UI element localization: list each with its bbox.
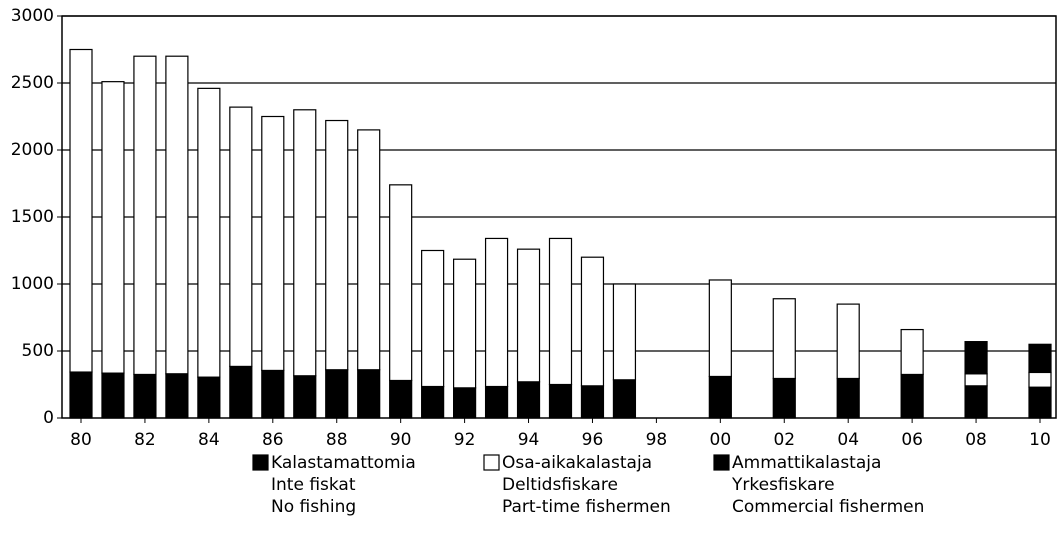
bar-segment [293, 109, 317, 377]
y-tick-label: 2500 [11, 73, 54, 93]
bar-segment [708, 375, 732, 419]
bar-segment [197, 376, 221, 419]
bar-segment [101, 81, 125, 374]
bar-segment [516, 381, 541, 419]
legend-swatch [483, 454, 500, 471]
bar-segment [772, 377, 796, 419]
bar-segment [964, 385, 988, 419]
bar-segment [421, 249, 445, 388]
y-tick-label: 2000 [11, 140, 54, 160]
legend-label: Commercial fishermen [732, 497, 924, 517]
bar-segment [900, 373, 924, 419]
bar-segment [1028, 371, 1052, 388]
bar-segment [389, 184, 413, 382]
x-tick-label: 84 [198, 430, 220, 450]
bar-segment [389, 379, 413, 419]
bar-segment [197, 87, 221, 378]
bar-segment [165, 55, 189, 375]
bar-segment [900, 328, 924, 376]
bar-segment [1028, 343, 1052, 374]
legend-label: Part-time fishermen [502, 497, 671, 517]
bar-segment [453, 387, 477, 419]
bar-segment [357, 129, 381, 371]
bar-segment [612, 379, 637, 419]
bar-segment [772, 298, 796, 380]
legend-swatch [252, 454, 269, 471]
x-tick-label: 94 [518, 430, 540, 450]
bar-segment [69, 48, 93, 373]
x-tick-label: 00 [710, 430, 732, 450]
bar-segment [293, 375, 317, 419]
legend-label: Osa-aikakalastaja [502, 453, 652, 473]
bar-segment [133, 55, 157, 376]
bar-segment [357, 369, 381, 419]
legend-label: Yrkesfiskare [731, 475, 835, 495]
bar-segment [708, 279, 732, 378]
bar-segment [261, 115, 285, 372]
bar-segment [580, 385, 605, 419]
bar-segment [548, 383, 573, 419]
bar-segment [229, 106, 253, 368]
x-tick-label: 04 [837, 430, 859, 450]
x-tick-label: 92 [454, 430, 476, 450]
bar-segment [101, 372, 125, 419]
bar-segment [484, 237, 509, 388]
y-tick-label: 0 [43, 408, 54, 428]
bar-segment [580, 256, 605, 387]
bar-segment [612, 283, 637, 381]
y-tick-label: 1500 [11, 207, 54, 227]
bar-segment [133, 373, 157, 419]
legend-label: No fishing [271, 497, 356, 517]
x-tick-label: 96 [582, 430, 604, 450]
y-tick-label: 500 [22, 341, 54, 361]
y-tick-label: 3000 [11, 6, 54, 26]
bar-segment [1028, 386, 1052, 419]
bar-segment [325, 369, 349, 419]
legend-label: Ammattikalastaja [732, 453, 881, 473]
bar-segment [165, 373, 189, 419]
x-tick-label: 02 [773, 430, 795, 450]
bar-segment [836, 303, 860, 380]
x-tick-label: 10 [1029, 430, 1051, 450]
bar-segment [964, 341, 988, 375]
legend-label: Kalastamattomia [271, 453, 416, 473]
legend-swatch [713, 454, 730, 471]
x-tick-label: 82 [134, 430, 156, 450]
bar-segment [421, 385, 445, 419]
bar-segment [261, 369, 285, 419]
x-tick-label: 06 [901, 430, 923, 450]
bar-segment [229, 365, 253, 419]
x-tick-label: 08 [965, 430, 987, 450]
x-tick-label: 86 [262, 430, 284, 450]
bar-segment [964, 373, 988, 387]
x-tick-label: 88 [326, 430, 348, 450]
legend-label: Inte fiskat [271, 475, 356, 495]
y-tick-label: 1000 [11, 274, 54, 294]
bar-segment [548, 237, 573, 386]
bar-segment [836, 377, 860, 419]
x-tick-label: 90 [390, 430, 412, 450]
legend-label: Deltidsfiskare [502, 475, 618, 495]
bar-segment [484, 385, 509, 419]
bar-segment [69, 371, 93, 419]
bar-segment [516, 248, 541, 383]
bar-segment [453, 258, 477, 389]
x-tick-label: 80 [70, 430, 92, 450]
x-tick-label: 98 [646, 430, 668, 450]
bar-segment [325, 119, 349, 371]
